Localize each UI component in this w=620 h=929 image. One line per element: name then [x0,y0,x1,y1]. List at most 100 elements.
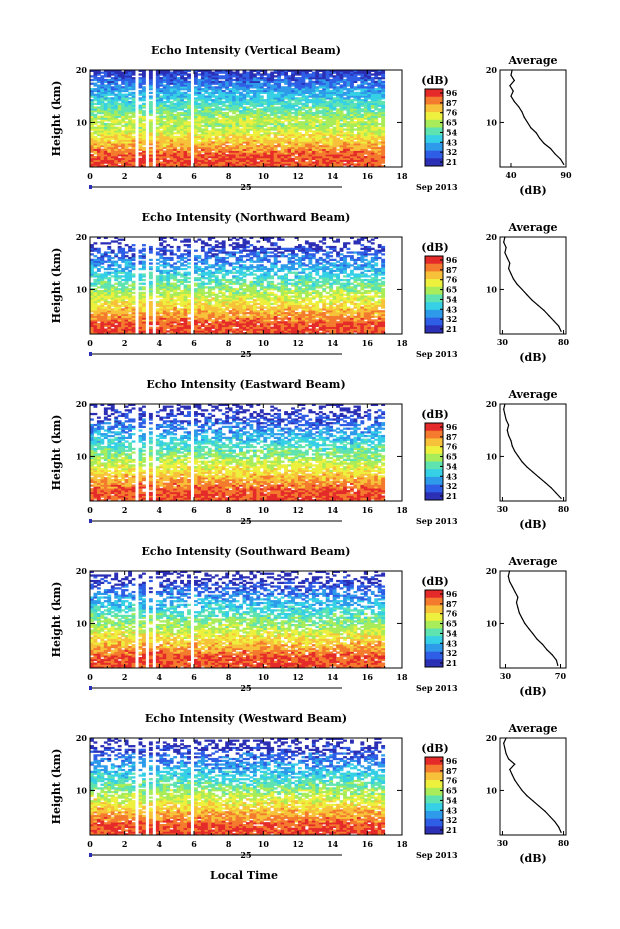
heatmap-cell [148,122,153,126]
heatmap-cell [169,139,174,142]
heatmap-cell [180,163,184,166]
heatmap-cell [124,71,129,74]
heatmap-cell [162,269,167,273]
heatmap-cell [162,88,167,91]
heatmap-cell [107,143,112,146]
heatmap-cell [197,141,202,144]
heatmap-cell [114,154,119,157]
heatmap-cell [159,155,164,159]
heatmap-cell [207,130,212,133]
heatmap-cell [121,282,126,285]
heatmap-cell [155,163,160,166]
heatmap-cell [100,152,105,155]
heatmap-cell [107,264,112,267]
heatmap-cell [114,163,119,166]
heatmap-cell [346,88,351,91]
heatmap-cell [294,77,299,80]
heatmap-cell [183,121,188,124]
heatmap-cell [197,146,202,150]
x-tick-label: 0 [87,171,93,181]
heatmap-cell [298,97,302,100]
heatmap-cell [128,159,132,162]
heatmap-cell [180,143,184,146]
heatmap-cell [155,133,160,137]
heatmap-cell [332,97,337,100]
heatmap-cell [252,73,257,76]
heatmap-cell [173,71,178,74]
heatmap-cell [218,128,223,131]
heatmap-cell [131,93,136,96]
heatmap-cell [187,146,191,150]
heatmap-cell [117,97,122,100]
heatmap-cell [176,95,181,98]
heatmap-cell [169,102,174,106]
heatmap-cell [169,121,174,124]
heatmap-cell [138,132,143,135]
heatmap-cell [169,282,174,285]
heatmap-cell [117,102,122,106]
heatmap-cell [131,78,136,82]
heatmap-cell [110,165,115,168]
heatmap-cells [90,236,386,335]
heatmap-cell [110,143,115,146]
heatmap-cell [228,115,233,118]
heatmap-cell [166,135,171,139]
heatmap-cell [197,126,202,129]
heatmap-cell [117,154,122,157]
heatmap-cell [194,121,198,124]
heatmap-cell [183,128,188,131]
heatmap-cell [197,144,202,148]
heatmap-cell [183,152,188,155]
profile-point [535,132,537,134]
heatmap-cell [110,157,115,161]
heatmap-cell [117,89,122,93]
heatmap-cell [266,126,271,129]
heatmap-cell [176,165,181,168]
heatmap-cell [301,121,306,124]
heatmap-cell [117,126,122,129]
heatmap-cell [117,78,122,82]
heatmap-cell [169,82,174,85]
heatmap-cell [93,89,98,93]
heatmap-cell [100,71,105,74]
heatmap-cell [96,99,101,102]
heatmap-cell [183,154,188,157]
heatmap-cell [114,69,119,72]
heatmap-cell [124,110,129,113]
heatmap-cell [100,130,105,133]
heatmap-cell [148,78,153,82]
heatmap-cell [155,102,160,106]
heatmap-cell [96,128,101,131]
heatmap-cell [176,245,181,249]
heatmap-cell [138,148,143,151]
heatmap-cell [93,144,98,148]
heatmap-cell [128,165,132,168]
heatmap-cell [155,258,160,261]
heatmap-cell [169,157,174,161]
heatmap-cell [117,264,122,267]
heatmap-cell [169,78,174,82]
heatmap-cell [148,300,153,304]
heatmap-cell [103,110,108,113]
heatmap-cell [90,146,94,150]
heatmap-cell [142,104,146,107]
heatmap-cell [100,117,105,120]
heatmap-cell [194,113,198,117]
heatmap-cell [142,115,146,118]
heatmap-cell [155,150,160,153]
heatmap-cell [128,141,132,144]
heatmap-cell [197,104,202,107]
heatmap-cell [114,135,119,139]
heatmap-cell [117,295,122,298]
heatmap-cell [180,104,184,107]
heatmap-cell [124,244,129,247]
heatmap-cell [159,82,164,85]
heatmap-cell [377,77,382,80]
heatmap-cell [93,126,98,129]
heatmap-cell [117,84,122,87]
heatmap-cell [173,266,178,269]
heatmap-cell [142,146,146,150]
heatmap-cell [110,267,115,271]
heatmap-cell [148,100,153,104]
heatmap-cell [162,71,167,74]
